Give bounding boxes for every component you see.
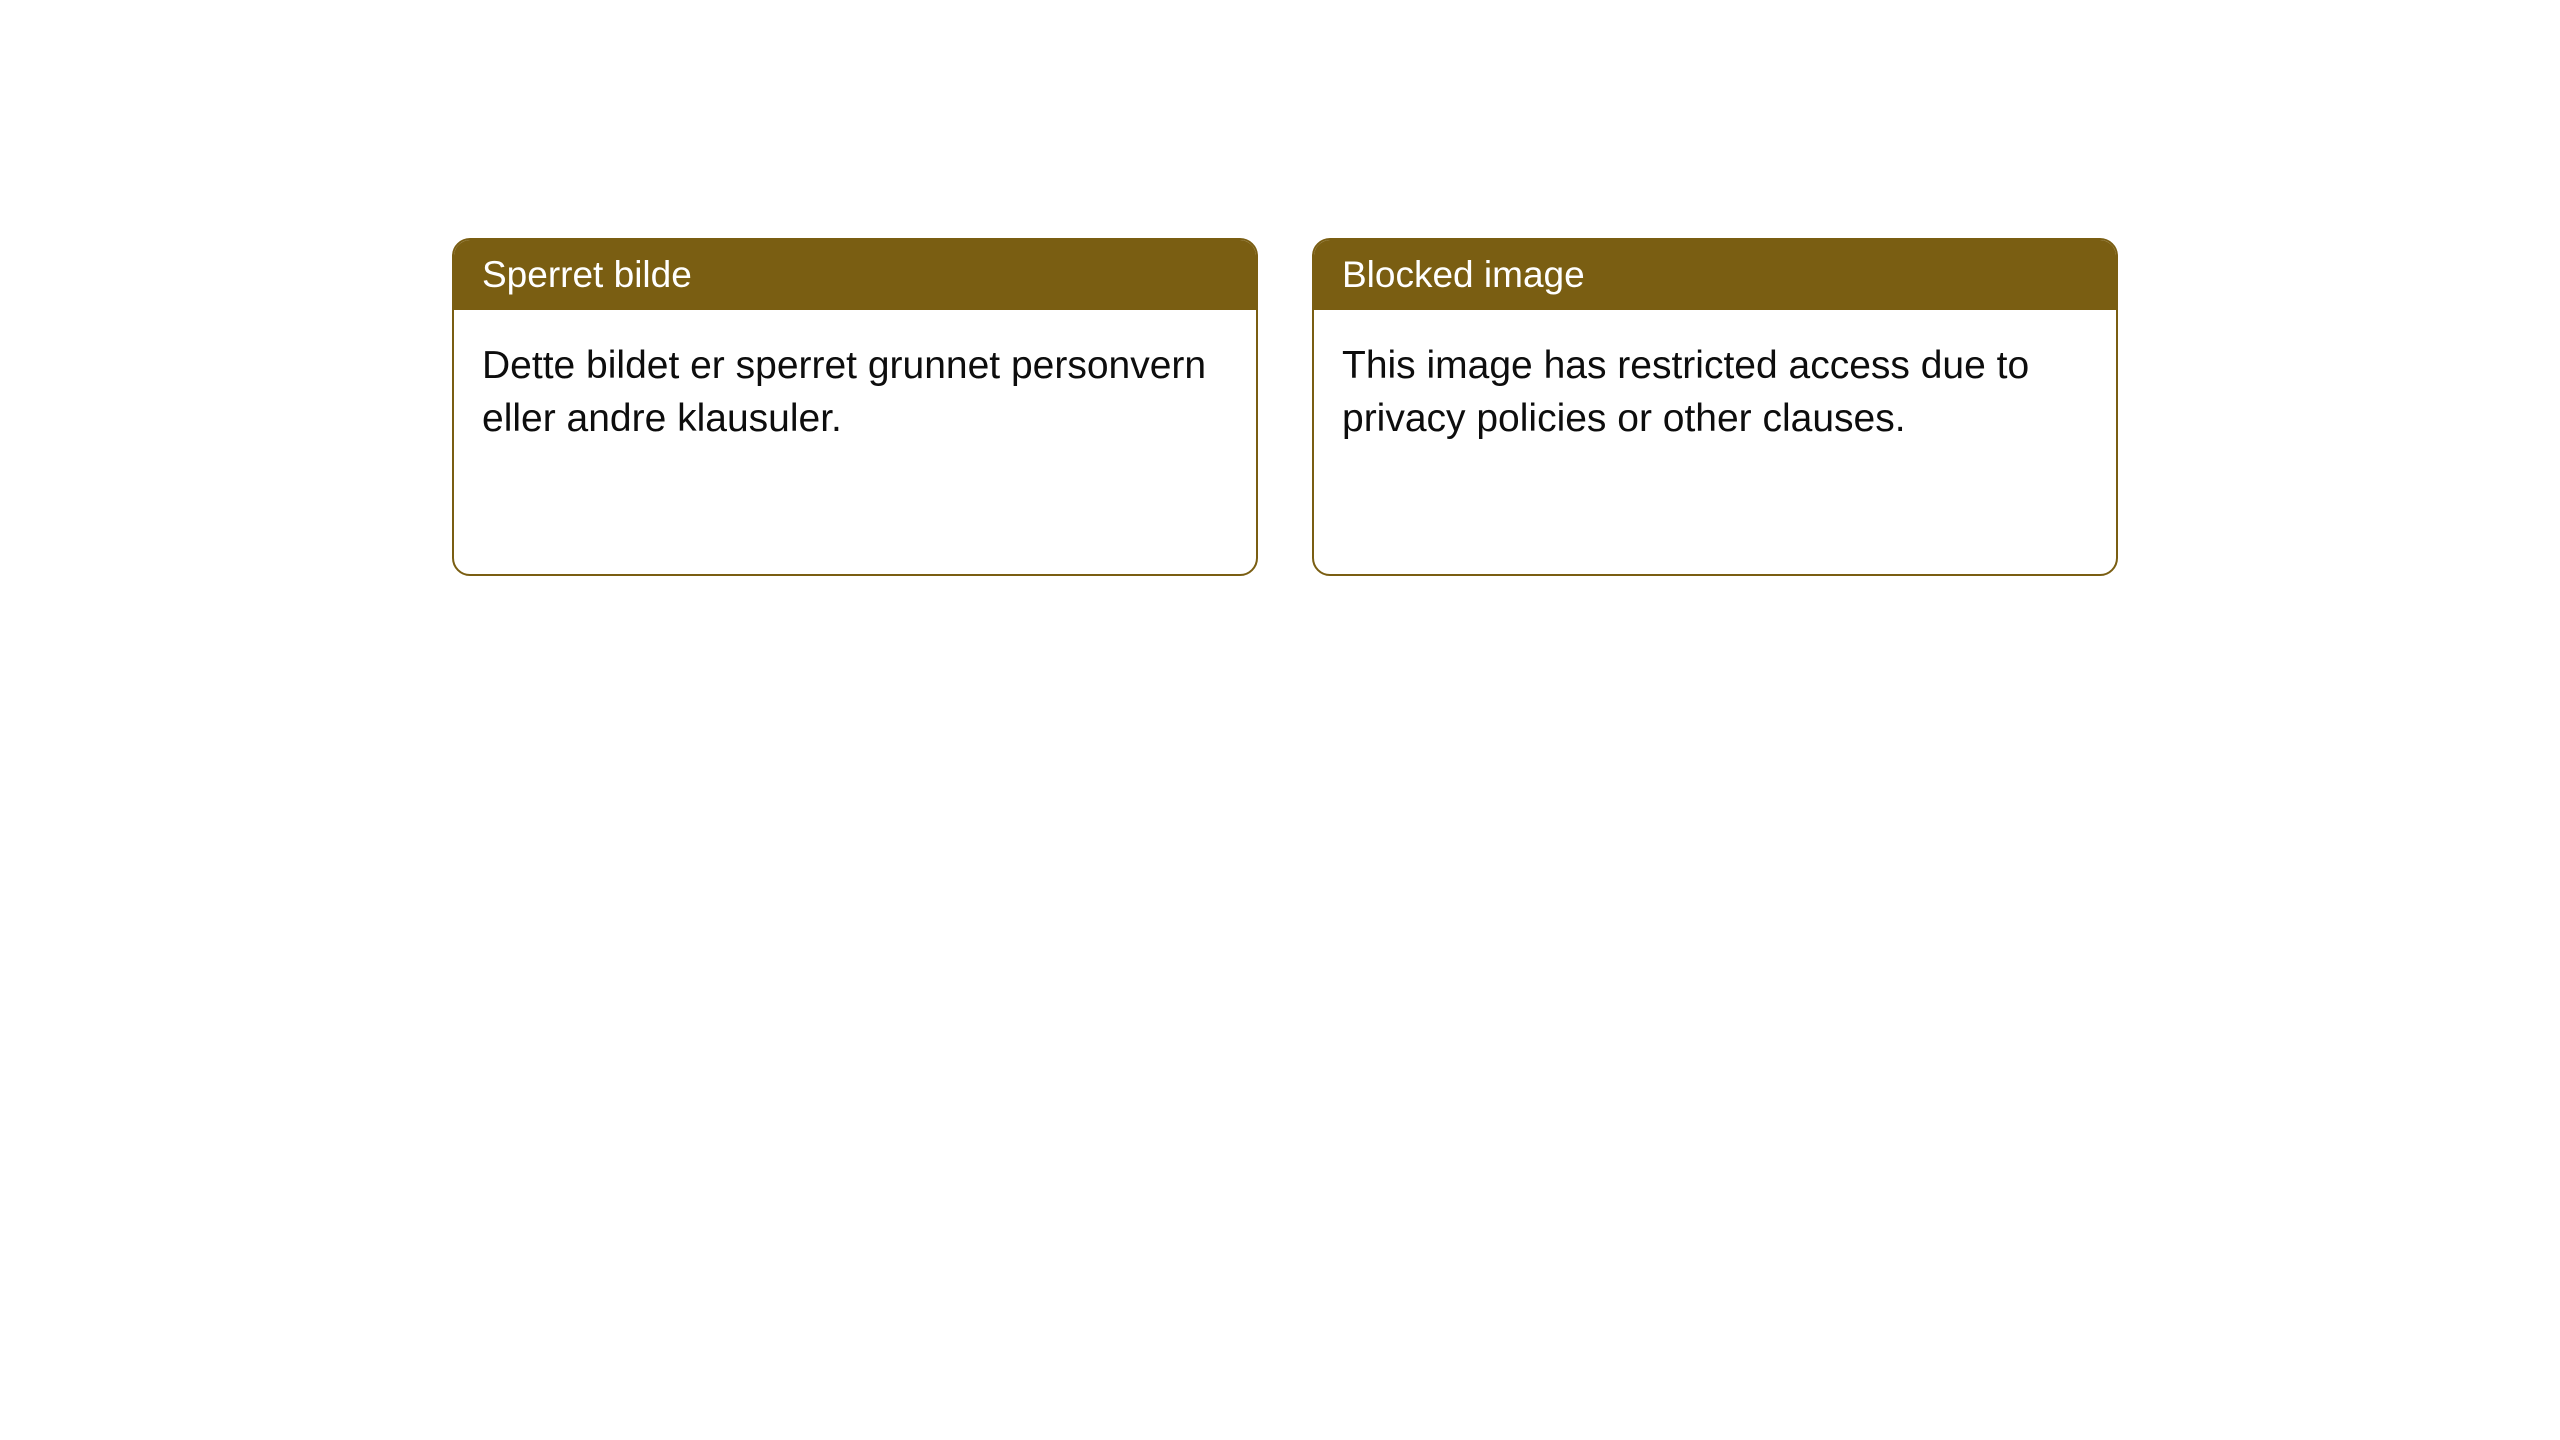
blocked-image-cards: Sperret bilde Dette bildet er sperret gr… bbox=[452, 238, 2118, 576]
card-body-norwegian: Dette bildet er sperret grunnet personve… bbox=[454, 310, 1256, 475]
card-body-english: This image has restricted access due to … bbox=[1314, 310, 2116, 475]
card-header-english: Blocked image bbox=[1314, 240, 2116, 310]
blocked-image-card-english: Blocked image This image has restricted … bbox=[1312, 238, 2118, 576]
blocked-image-card-norwegian: Sperret bilde Dette bildet er sperret gr… bbox=[452, 238, 1258, 576]
card-header-norwegian: Sperret bilde bbox=[454, 240, 1256, 310]
